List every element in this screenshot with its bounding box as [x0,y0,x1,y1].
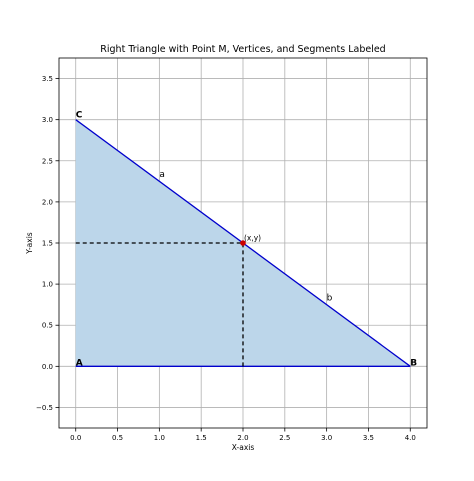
point-m-label: (x,y) [244,234,261,243]
label-layer: (x,y) A B Ca b [76,111,418,369]
x-tick-label: 3.5 [363,434,374,442]
x-tick-label: 2.5 [279,434,290,442]
point-m-marker [240,240,246,246]
y-tick-label: 1.5 [42,240,53,248]
y-tick-label: 0.0 [42,363,53,371]
x-tick-label: 0.0 [70,434,81,442]
y-tick-label: 2.0 [42,198,53,206]
x-axis-label: X-axis [232,443,255,452]
vertex-label-a: A [76,358,83,368]
segment-label-a: a [159,170,165,180]
y-axis-label: Y-axis [25,232,34,255]
x-tick-label: 2.0 [237,434,248,442]
vertex-label-c: C [76,111,83,121]
x-tick-label: 3.0 [321,434,332,442]
x-tick-label: 0.5 [112,434,123,442]
y-tick-label: 1.0 [42,281,53,289]
y-tick-label: 3.5 [42,75,53,83]
line-layer [75,119,411,367]
tick-layer: 0.0 0.5 1.0 1.5 2.0 2.5 3.0 3.5 4.0 −0.5 0.0 0.5 1.0… [36,75,416,442]
x-tick-label: 1.5 [196,434,207,442]
y-tick-label: 3.0 [42,116,53,124]
x-tick-label: 1.0 [154,434,165,442]
y-tick-label: 2.5 [42,157,53,165]
y-tick-label: 0.5 [42,322,53,330]
chart-title: Right Triangle with Point M, Vertices, a… [100,44,385,55]
segment-label-b: b [327,294,333,304]
x-tick-label: 4.0 [405,434,416,442]
y-tick-label: −0.5 [36,404,53,412]
vertex-label-b: B [410,358,417,368]
